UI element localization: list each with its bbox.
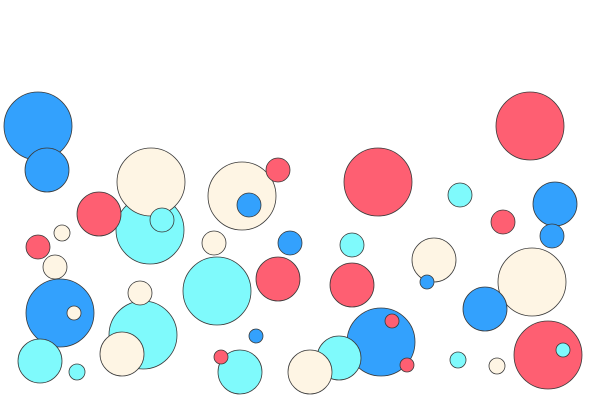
ball-field bbox=[3, 91, 583, 395]
cyan-ball[interactable] bbox=[555, 342, 571, 358]
cream-ball[interactable] bbox=[411, 237, 457, 283]
cream-ball[interactable] bbox=[488, 357, 506, 375]
blue-ball[interactable] bbox=[419, 274, 435, 290]
red-ball[interactable] bbox=[265, 157, 291, 183]
red-ball[interactable] bbox=[490, 209, 516, 235]
blue-ball[interactable] bbox=[539, 223, 565, 249]
cream-ball[interactable] bbox=[201, 230, 227, 256]
cyan-ball[interactable] bbox=[447, 182, 473, 208]
cream-ball[interactable] bbox=[287, 349, 333, 395]
red-ball[interactable] bbox=[255, 256, 301, 302]
blue-ball[interactable] bbox=[462, 286, 508, 332]
red-ball[interactable] bbox=[329, 262, 375, 308]
cream-ball[interactable] bbox=[53, 224, 71, 242]
red-ball[interactable] bbox=[399, 357, 415, 373]
red-ball[interactable] bbox=[25, 234, 51, 260]
cream-ball[interactable] bbox=[66, 305, 82, 321]
cream-ball[interactable] bbox=[99, 331, 145, 377]
red-ball[interactable] bbox=[213, 349, 229, 365]
blue-ball[interactable] bbox=[25, 278, 95, 348]
red-ball[interactable] bbox=[76, 191, 122, 237]
cream-ball[interactable] bbox=[497, 247, 567, 317]
cyan-ball[interactable] bbox=[339, 232, 365, 258]
red-ball[interactable] bbox=[384, 313, 400, 329]
cyan-ball[interactable] bbox=[449, 351, 467, 369]
red-ball[interactable] bbox=[513, 320, 583, 390]
cyan-ball[interactable] bbox=[17, 338, 63, 384]
cream-ball[interactable] bbox=[42, 254, 68, 280]
cream-ball[interactable] bbox=[116, 147, 186, 217]
cyan-ball[interactable] bbox=[68, 363, 86, 381]
cyan-ball[interactable] bbox=[149, 207, 175, 233]
blue-ball[interactable] bbox=[24, 147, 70, 193]
red-ball[interactable] bbox=[343, 147, 413, 217]
blue-ball[interactable] bbox=[236, 192, 262, 218]
cream-ball[interactable] bbox=[127, 280, 153, 306]
red-ball[interactable] bbox=[495, 91, 565, 161]
blue-ball[interactable] bbox=[532, 181, 578, 227]
blue-ball[interactable] bbox=[277, 230, 303, 256]
blue-ball[interactable] bbox=[248, 328, 264, 344]
cyan-ball[interactable] bbox=[217, 349, 263, 395]
cyan-ball[interactable] bbox=[182, 256, 252, 326]
